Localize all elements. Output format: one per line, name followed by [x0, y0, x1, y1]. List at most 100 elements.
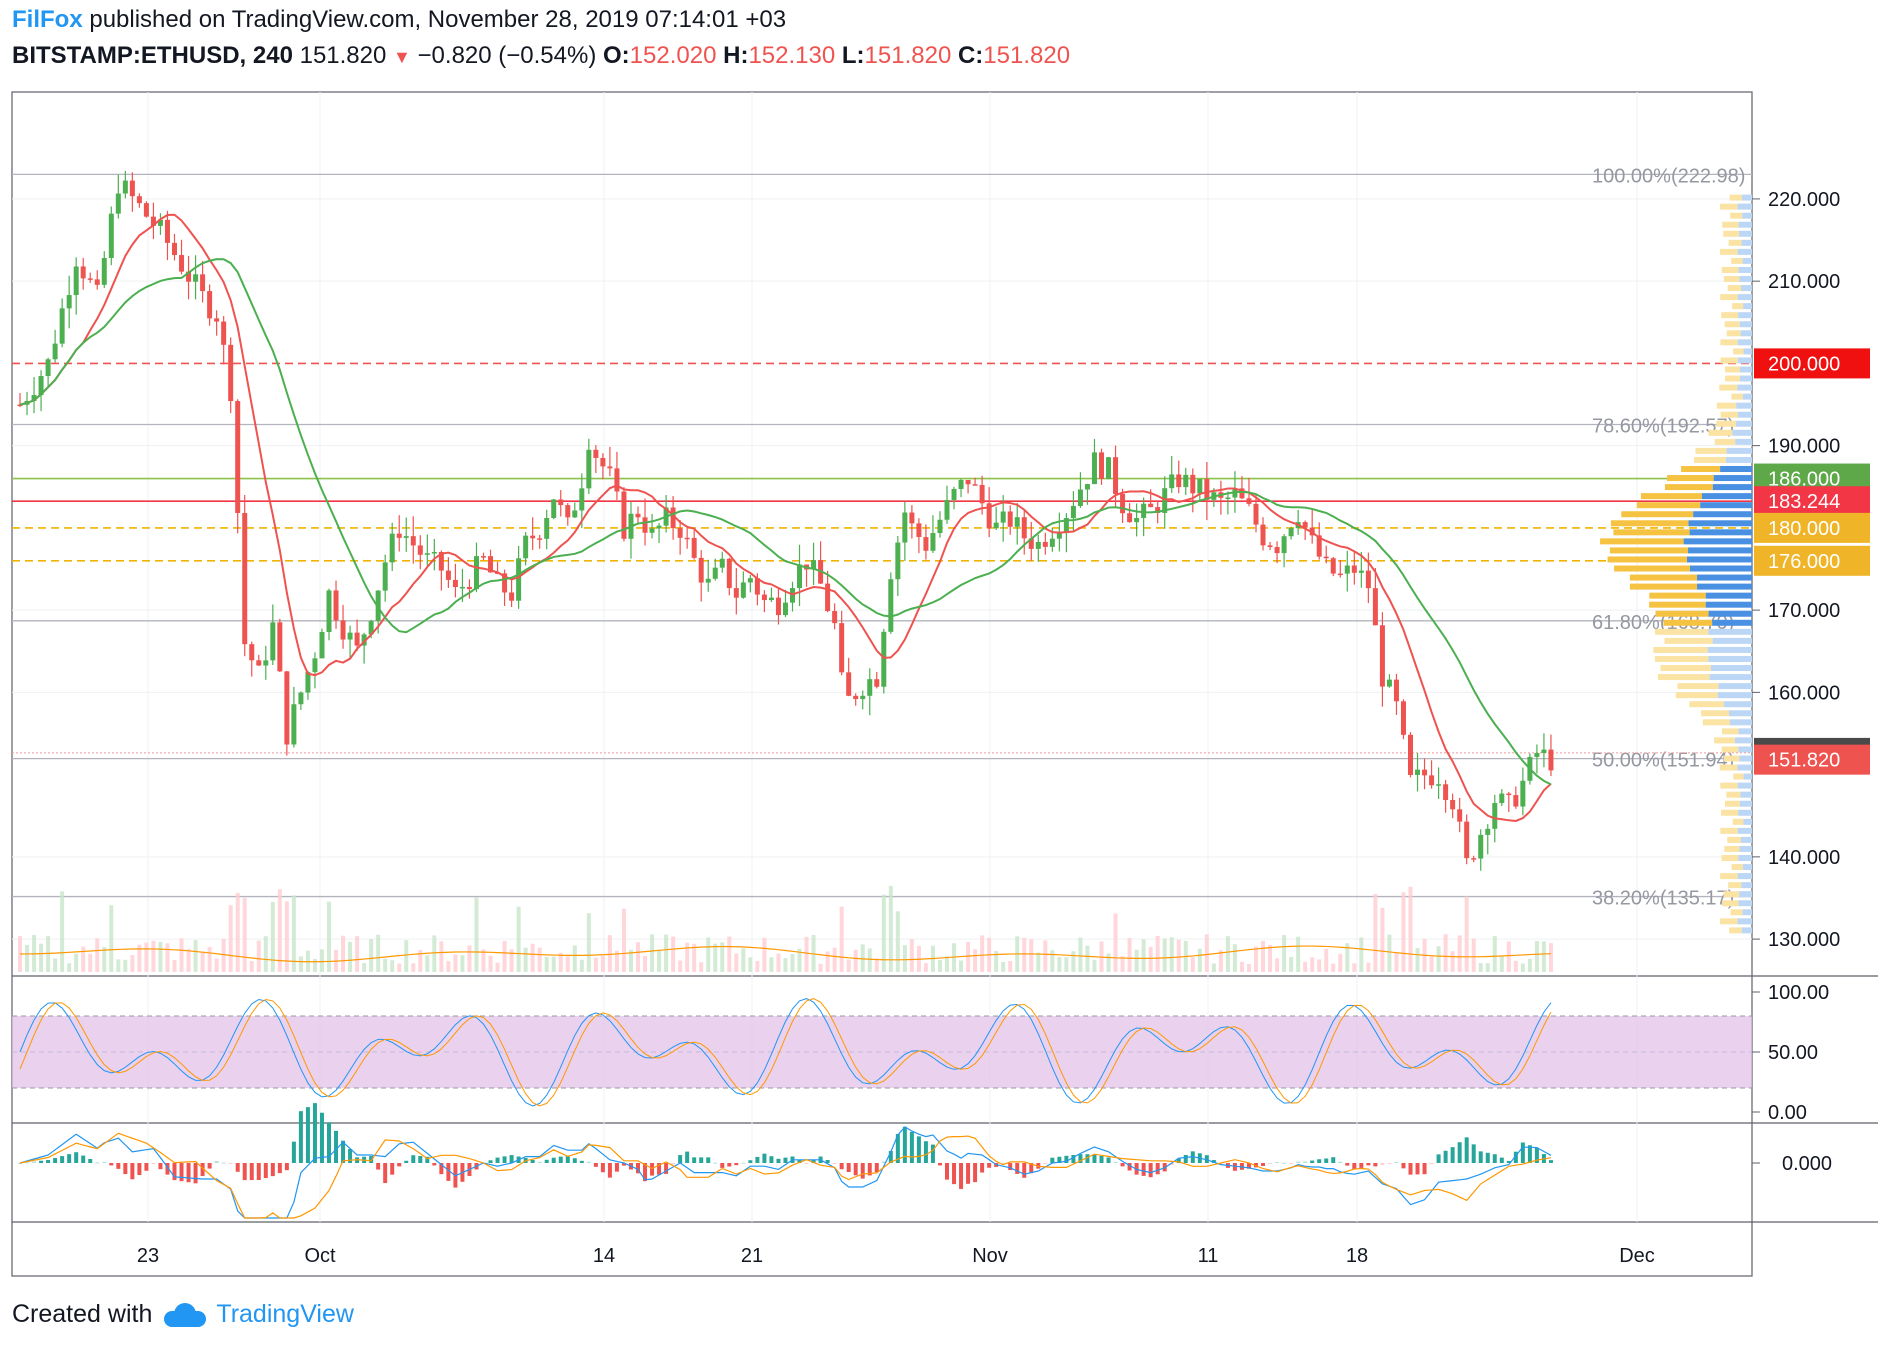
volume-bar	[650, 934, 655, 972]
created-with-text: Created with	[12, 1300, 153, 1328]
volume-bar	[467, 945, 472, 972]
volume-bar	[1534, 940, 1539, 972]
volume-bar	[1001, 961, 1006, 972]
volume-profile-bar	[1732, 818, 1744, 825]
macd-histogram-bar	[1331, 1157, 1336, 1163]
volume-bar	[685, 942, 690, 972]
macd-histogram-bar	[762, 1153, 767, 1163]
macd-histogram-bar	[319, 1112, 324, 1163]
macd-histogram-bar	[593, 1163, 598, 1167]
volume-profile-bar	[1738, 900, 1752, 907]
volume-profile-bar	[1712, 637, 1752, 644]
volume-profile-bar	[1720, 248, 1738, 255]
candle-body	[122, 180, 128, 194]
volume-profile-bar	[1683, 538, 1752, 545]
macd-histogram-bar	[1120, 1163, 1125, 1167]
macd-histogram-bar	[1001, 1163, 1006, 1165]
candle-body	[586, 449, 592, 489]
candle-body	[895, 542, 901, 580]
macd-histogram-bar	[748, 1160, 753, 1163]
volume-bar	[1345, 943, 1350, 972]
candle-body	[607, 466, 613, 469]
macd-histogram-bar	[776, 1158, 781, 1163]
macd-histogram-bar	[853, 1163, 858, 1176]
volume-bar	[298, 956, 303, 972]
volume-profile-bar	[1654, 655, 1709, 662]
volume-bar	[390, 960, 395, 972]
volume-bar	[109, 905, 114, 972]
volume-bar	[200, 951, 205, 972]
macd-histogram-bar	[783, 1157, 788, 1163]
volume-bar	[621, 908, 626, 972]
volume-bar	[327, 901, 331, 972]
stochastic-k-line	[19, 998, 1552, 1107]
macd-histogram-bar	[1064, 1155, 1069, 1163]
volume-bar	[312, 958, 317, 972]
candle-body	[1422, 769, 1428, 776]
volume-profile-bar	[1738, 312, 1752, 319]
volume-bar	[1443, 934, 1448, 972]
volume-profile-bar	[1742, 212, 1752, 219]
candle-body	[1141, 503, 1147, 518]
candle-body	[1337, 573, 1343, 576]
volume-profile-bar	[1729, 927, 1742, 934]
macd-histogram-bar	[1085, 1154, 1090, 1163]
volume-profile-bar	[1694, 456, 1726, 463]
volume-bar	[369, 939, 374, 972]
volume-profile-bar	[1708, 429, 1733, 436]
candle-body	[73, 266, 79, 296]
macd-histogram-bar	[607, 1163, 612, 1178]
volume-bar	[523, 947, 528, 972]
candle-body	[1190, 474, 1196, 494]
volume-profile-bar	[1709, 674, 1752, 681]
candle-body	[811, 560, 817, 570]
volume-profile-bar	[1600, 538, 1684, 545]
macd-histogram-bar	[867, 1163, 872, 1176]
volume-bar	[102, 946, 107, 972]
y-tick-label: 210.000	[1768, 271, 1840, 293]
candle-body	[1443, 784, 1449, 801]
volume-profile-bar	[1663, 619, 1713, 626]
macd-histogram-bar	[341, 1140, 346, 1163]
macd-histogram-bar	[186, 1163, 191, 1183]
volume-profile-bar	[1735, 438, 1752, 445]
ma-fast-line	[19, 213, 1552, 822]
volume-profile-bar	[1725, 366, 1740, 373]
volume-bar	[1548, 943, 1553, 972]
candle-body	[17, 404, 23, 407]
volume-profile-bar	[1649, 601, 1706, 608]
volume-bar	[270, 901, 275, 972]
candle-body	[186, 271, 192, 282]
macd-histogram-bar	[418, 1155, 423, 1163]
macd-histogram-bar	[179, 1163, 184, 1182]
volume-profile-bar	[1613, 529, 1690, 536]
price-label-box	[1754, 744, 1870, 775]
candle-body	[319, 632, 325, 659]
volume-profile-bar	[1729, 194, 1742, 201]
candle-body	[52, 343, 58, 360]
macd-histogram-bar	[558, 1156, 563, 1163]
volume-profile-bar	[1738, 221, 1752, 228]
candle-body	[150, 216, 156, 226]
volume-profile-bar	[1664, 484, 1713, 491]
volume-profile-bar	[1731, 257, 1743, 264]
symbol-name[interactable]: BITSTAMP:ETHUSD, 240	[12, 42, 293, 69]
macd-histogram-bar	[130, 1163, 135, 1180]
volume-profile-bar	[1741, 285, 1752, 292]
macd-histogram-bar	[277, 1163, 282, 1174]
volume-bar	[909, 939, 914, 972]
candle-body	[902, 512, 908, 543]
volume-profile-bar	[1728, 882, 1742, 889]
candle-body	[1429, 775, 1435, 786]
tradingview-brand[interactable]: TradingView	[216, 1300, 354, 1328]
candle-body	[1548, 749, 1554, 771]
volume-profile-bar	[1740, 791, 1752, 798]
volume-profile-bar	[1739, 845, 1752, 852]
macd-histogram-bar	[312, 1103, 317, 1163]
candle-body	[1042, 541, 1048, 547]
candle-body	[242, 512, 248, 645]
author-link[interactable]: FilFox	[12, 6, 83, 33]
candle-body	[193, 274, 199, 282]
volume-profile-bar	[1702, 719, 1730, 726]
